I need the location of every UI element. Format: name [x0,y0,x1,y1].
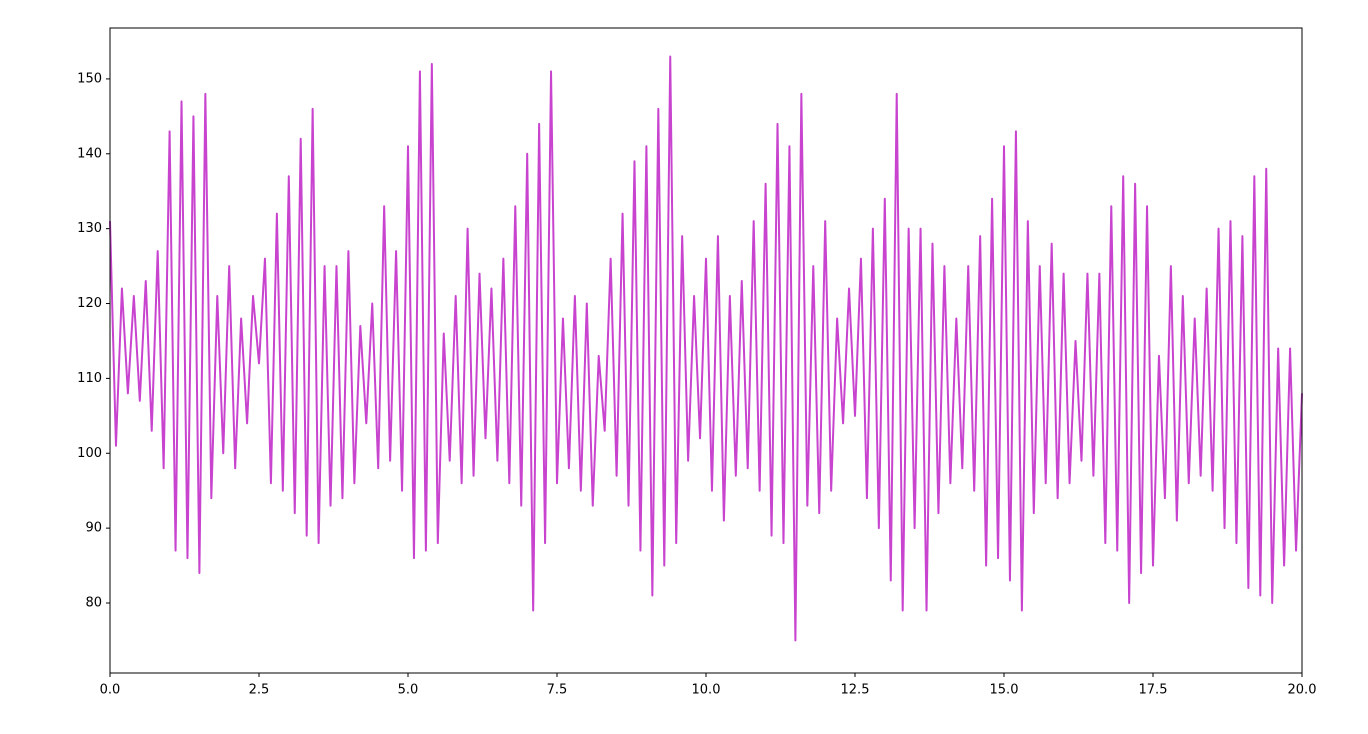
y-tick-label: 130 [77,221,102,236]
y-tick-label: 90 [85,521,102,536]
y-tick-label: 120 [77,296,102,311]
axes-frame [109,27,1303,674]
y-tick-label: 80 [85,595,102,610]
line [109,55,1303,642]
x-tick-label: 10.0 [692,683,721,698]
y-tick-label: 140 [77,146,102,161]
y-tick-label: 110 [77,371,102,386]
y-tick-label: 150 [77,71,102,86]
y-tick-label: 100 [77,446,102,461]
x-tick-label: 12.5 [841,683,870,698]
x-tick-label: 0.0 [100,683,121,698]
x-tick-label: 5.0 [398,683,419,698]
x-tick-label: 2.5 [249,683,270,698]
x-tick-label: 15.0 [990,683,1019,698]
x-tick-label: 17.5 [1139,683,1168,698]
x-tick-label: 7.5 [547,683,568,698]
x-tick-label: 20.0 [1288,683,1317,698]
